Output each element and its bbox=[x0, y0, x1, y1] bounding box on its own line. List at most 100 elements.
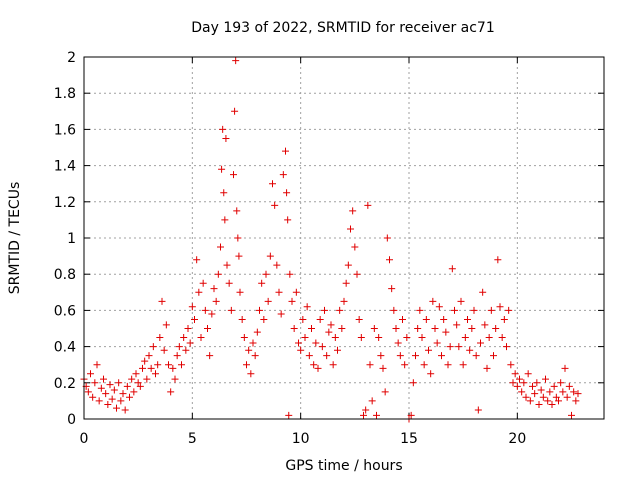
data-point bbox=[466, 346, 474, 354]
data-point bbox=[188, 303, 196, 311]
data-point bbox=[186, 339, 194, 347]
data-point bbox=[368, 397, 376, 405]
data-point bbox=[197, 334, 205, 342]
data-point bbox=[89, 393, 97, 401]
data-point bbox=[414, 325, 422, 332]
data-point bbox=[93, 361, 101, 369]
data-point bbox=[518, 388, 526, 396]
data-point bbox=[557, 379, 565, 387]
data-point bbox=[494, 256, 502, 264]
data-point bbox=[379, 364, 387, 372]
data-point bbox=[147, 364, 155, 372]
data-point bbox=[509, 379, 517, 387]
y-tick-label: 1.8 bbox=[54, 86, 76, 102]
data-point bbox=[277, 310, 285, 318]
data-point bbox=[184, 325, 192, 332]
data-point bbox=[362, 406, 370, 414]
data-point bbox=[314, 364, 322, 372]
data-point bbox=[247, 370, 255, 378]
data-point bbox=[167, 388, 175, 396]
data-point bbox=[180, 334, 188, 342]
data-point bbox=[100, 375, 107, 383]
data-point bbox=[468, 325, 476, 332]
data-point bbox=[275, 288, 283, 296]
data-point bbox=[539, 393, 547, 401]
data-point bbox=[377, 352, 385, 360]
data-point bbox=[559, 388, 567, 396]
data-point bbox=[472, 352, 480, 360]
data-point bbox=[392, 325, 400, 332]
data-point bbox=[204, 325, 211, 332]
data-point bbox=[533, 379, 541, 387]
data-point bbox=[193, 256, 201, 264]
data-point bbox=[498, 334, 506, 342]
data-point bbox=[299, 315, 307, 323]
data-point bbox=[526, 397, 534, 405]
data-point bbox=[325, 328, 333, 336]
data-point bbox=[154, 361, 162, 369]
data-point bbox=[422, 315, 430, 323]
plot-area-frame bbox=[83, 56, 605, 420]
data-point bbox=[162, 321, 170, 329]
data-point bbox=[217, 243, 224, 251]
data-point bbox=[262, 270, 270, 278]
y-tick-label: 0.6 bbox=[54, 303, 76, 319]
data-point bbox=[496, 303, 504, 311]
data-point bbox=[233, 207, 241, 215]
data-point bbox=[301, 334, 309, 342]
data-point bbox=[104, 401, 112, 409]
data-point bbox=[349, 207, 357, 215]
data-point bbox=[132, 370, 140, 378]
data-point bbox=[574, 390, 582, 398]
data-point bbox=[102, 390, 110, 398]
data-point bbox=[227, 306, 235, 314]
y-tick-label: 0.8 bbox=[54, 267, 76, 283]
data-point bbox=[87, 370, 94, 378]
data-point bbox=[214, 270, 222, 278]
data-point bbox=[561, 364, 569, 372]
data-point bbox=[225, 279, 233, 287]
data-point bbox=[110, 386, 118, 394]
data-point bbox=[522, 393, 530, 401]
data-point bbox=[253, 328, 261, 336]
data-point bbox=[570, 388, 578, 396]
data-point bbox=[464, 315, 471, 323]
data-point bbox=[264, 297, 272, 305]
data-point bbox=[169, 364, 177, 372]
data-point bbox=[221, 216, 229, 224]
data-point bbox=[381, 388, 389, 396]
data-point bbox=[483, 364, 491, 372]
data-point bbox=[219, 125, 227, 133]
data-point bbox=[334, 346, 341, 354]
data-point bbox=[565, 382, 573, 390]
data-point bbox=[130, 388, 138, 396]
data-point bbox=[282, 147, 289, 155]
data-point bbox=[563, 393, 571, 401]
data-point bbox=[121, 406, 129, 414]
data-point bbox=[310, 361, 318, 369]
data-point bbox=[305, 352, 313, 360]
data-point bbox=[403, 334, 411, 342]
data-point bbox=[210, 285, 218, 293]
data-point bbox=[548, 401, 556, 409]
data-point bbox=[269, 180, 276, 188]
data-point bbox=[91, 379, 99, 387]
x-tick-label: 5 bbox=[188, 431, 197, 447]
data-point bbox=[459, 361, 467, 369]
data-point bbox=[97, 384, 105, 392]
data-point bbox=[297, 346, 305, 354]
data-point bbox=[171, 375, 179, 383]
data-point bbox=[143, 375, 151, 383]
data-point bbox=[409, 379, 417, 387]
data-point bbox=[212, 297, 220, 305]
data-point bbox=[136, 382, 144, 390]
data-point bbox=[481, 321, 489, 329]
data-point bbox=[234, 234, 242, 242]
data-point bbox=[474, 406, 482, 414]
data-point bbox=[126, 393, 133, 401]
data-point bbox=[470, 306, 478, 314]
data-point bbox=[386, 256, 393, 264]
data-point bbox=[394, 339, 402, 347]
